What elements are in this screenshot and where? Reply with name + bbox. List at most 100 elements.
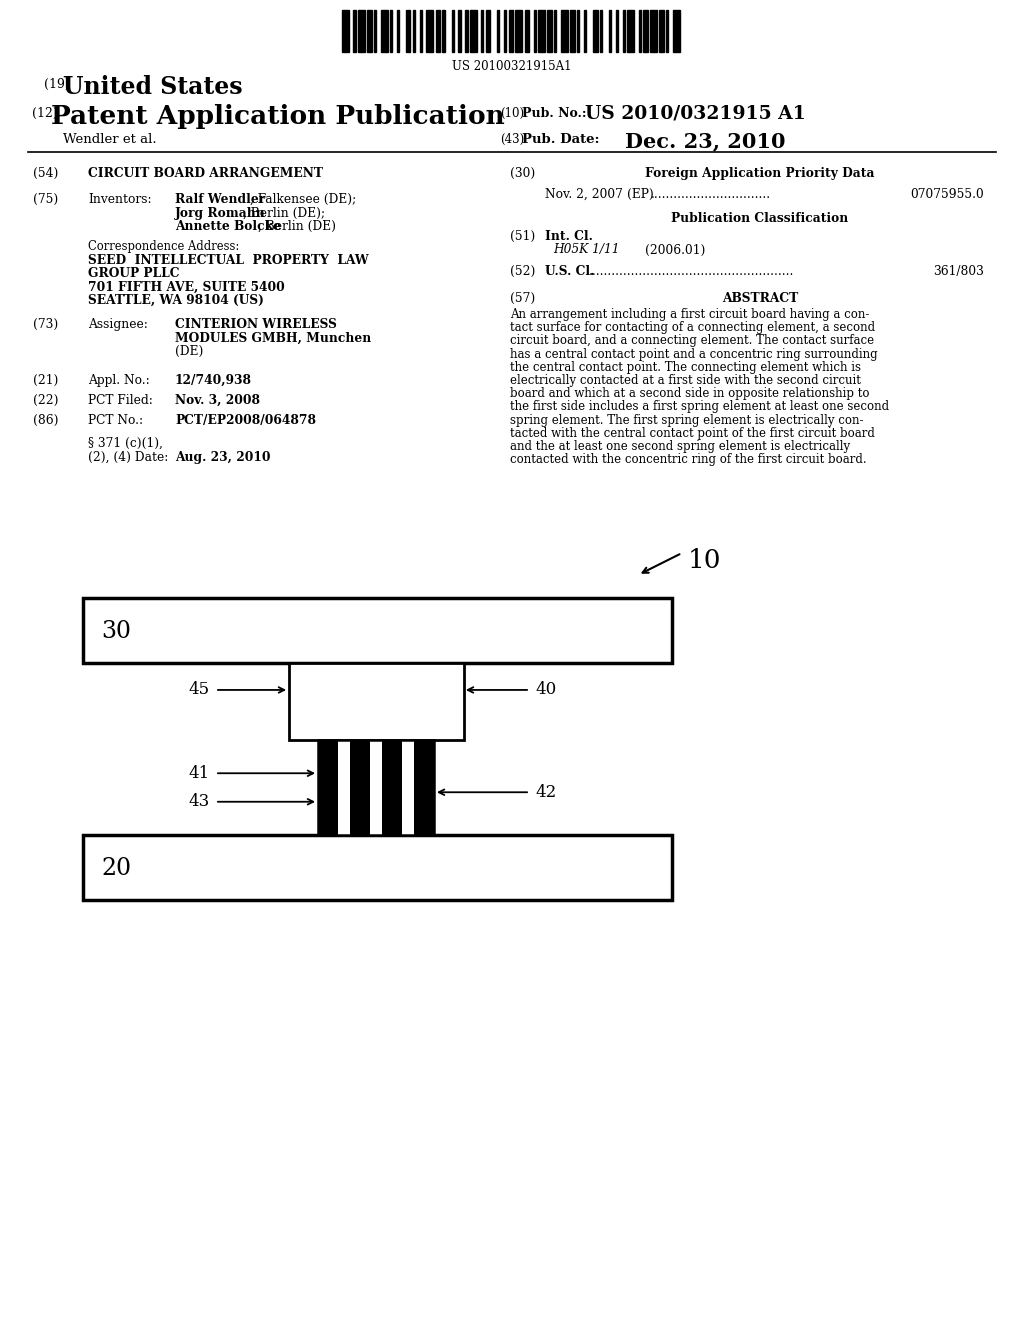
Text: has a central contact point and a concentric ring surrounding: has a central contact point and a concen… — [510, 347, 878, 360]
Text: the first side includes a first spring element at least one second: the first side includes a first spring e… — [510, 400, 889, 413]
Bar — [584, 11, 586, 51]
Bar — [639, 11, 641, 51]
Bar — [504, 11, 506, 51]
Bar — [578, 11, 580, 51]
Text: PCT No.:: PCT No.: — [88, 414, 143, 426]
Text: .....................................................: ........................................… — [589, 265, 795, 279]
Bar — [673, 11, 680, 51]
Bar — [659, 11, 664, 51]
Bar — [406, 11, 411, 51]
Text: Nov. 3, 2008: Nov. 3, 2008 — [175, 393, 260, 407]
Bar — [370, 741, 382, 836]
Bar — [609, 11, 611, 51]
Text: GROUP PLLC: GROUP PLLC — [88, 267, 179, 280]
Text: (2), (4) Date:: (2), (4) Date: — [88, 450, 168, 463]
Bar — [442, 11, 444, 51]
Bar — [615, 11, 618, 51]
Text: (57): (57) — [510, 292, 536, 305]
Text: 30: 30 — [101, 620, 131, 643]
Text: , Berlin (DE);: , Berlin (DE); — [243, 206, 326, 219]
Text: electrically contacted at a first side with the second circuit: electrically contacted at a first side w… — [510, 374, 861, 387]
Text: H05K 1/11: H05K 1/11 — [553, 243, 620, 256]
Text: Annette Bolcke: Annette Bolcke — [175, 220, 281, 234]
Text: Ralf Wendler: Ralf Wendler — [175, 193, 265, 206]
Text: board and which at a second side in opposite relationship to: board and which at a second side in oppo… — [510, 387, 869, 400]
Text: Dec. 23, 2010: Dec. 23, 2010 — [625, 131, 785, 150]
Text: PCT/EP2008/064878: PCT/EP2008/064878 — [175, 414, 316, 426]
Text: MODULES GMBH, Munchen: MODULES GMBH, Munchen — [175, 331, 372, 345]
Text: SEED  INTELLECTUAL  PROPERTY  LAW: SEED INTELLECTUAL PROPERTY LAW — [88, 253, 369, 267]
Text: (30): (30) — [510, 168, 536, 180]
Text: Wendler et al.: Wendler et al. — [63, 133, 157, 147]
Text: (75): (75) — [33, 193, 58, 206]
Text: CIRCUIT BOARD ARRANGEMENT: CIRCUIT BOARD ARRANGEMENT — [88, 168, 323, 180]
Bar — [452, 11, 454, 51]
Bar — [435, 11, 440, 51]
Bar — [539, 11, 545, 51]
Text: (12): (12) — [32, 107, 57, 120]
Text: (21): (21) — [33, 374, 58, 387]
Bar — [465, 11, 468, 51]
Text: SEATTLE, WA 98104 (US): SEATTLE, WA 98104 (US) — [88, 294, 264, 308]
Bar — [374, 11, 376, 51]
Text: Correspondence Address:: Correspondence Address: — [88, 240, 240, 253]
Text: Jorg Romahn: Jorg Romahn — [175, 206, 266, 219]
Bar — [318, 741, 338, 836]
Text: U.S. Cl.: U.S. Cl. — [545, 265, 594, 279]
Bar — [396, 11, 399, 51]
Text: , Falkensee (DE);: , Falkensee (DE); — [250, 193, 356, 206]
Text: Nov. 2, 2007: Nov. 2, 2007 — [545, 187, 623, 201]
Bar — [548, 11, 552, 51]
Text: ...............................: ............................... — [651, 187, 771, 201]
Text: 40: 40 — [535, 681, 556, 698]
Text: US 20100321915A1: US 20100321915A1 — [453, 59, 571, 73]
Text: (DE): (DE) — [175, 345, 204, 358]
Text: § 371 (c)(1),: § 371 (c)(1), — [88, 437, 163, 450]
Text: Pub. No.:: Pub. No.: — [522, 107, 587, 120]
Text: Inventors:: Inventors: — [88, 193, 152, 206]
Text: (EP): (EP) — [627, 187, 653, 201]
Bar — [515, 11, 522, 51]
Text: 41: 41 — [188, 764, 210, 781]
Bar — [420, 11, 422, 51]
Text: (51): (51) — [510, 230, 536, 243]
Text: Aug. 23, 2010: Aug. 23, 2010 — [175, 450, 270, 463]
Bar — [643, 11, 648, 51]
Bar — [353, 11, 355, 51]
Text: Assignee:: Assignee: — [88, 318, 147, 331]
Text: (43): (43) — [500, 133, 524, 147]
Text: circuit board, and a connecting element. The contact surface: circuit board, and a connecting element.… — [510, 334, 874, 347]
Text: and the at least one second spring element is electrically: and the at least one second spring eleme… — [510, 440, 850, 453]
Bar — [83, 598, 672, 663]
Text: Pub. Date:: Pub. Date: — [522, 133, 599, 147]
Text: Patent Application Publication: Patent Application Publication — [51, 104, 505, 129]
Bar — [570, 11, 574, 51]
Bar — [628, 11, 634, 51]
Text: 07075955.0: 07075955.0 — [910, 187, 984, 201]
Text: spring element. The first spring element is electrically con-: spring element. The first spring element… — [510, 413, 863, 426]
Text: 701 FIFTH AVE, SUITE 5400: 701 FIFTH AVE, SUITE 5400 — [88, 281, 285, 293]
Bar — [83, 836, 672, 900]
Bar — [561, 11, 568, 51]
Bar — [414, 741, 434, 836]
Text: (22): (22) — [33, 393, 58, 407]
Bar — [358, 11, 365, 51]
Bar — [593, 11, 598, 51]
Text: (10): (10) — [500, 107, 524, 120]
Text: 361/803: 361/803 — [933, 265, 984, 279]
Text: Foreign Application Priority Data: Foreign Application Priority Data — [645, 168, 874, 180]
Bar — [498, 11, 500, 51]
Text: 10: 10 — [688, 548, 722, 573]
Text: Int. Cl.: Int. Cl. — [545, 230, 593, 243]
Bar — [350, 741, 370, 836]
Text: CINTERION WIRELESS: CINTERION WIRELESS — [175, 318, 337, 331]
Text: , Berlin (DE): , Berlin (DE) — [258, 220, 336, 234]
Text: ABSTRACT: ABSTRACT — [722, 292, 798, 305]
Text: tact surface for contacting of a connecting element, a second: tact surface for contacting of a connect… — [510, 321, 876, 334]
Bar — [623, 11, 625, 51]
Bar — [485, 11, 490, 51]
Bar — [413, 11, 415, 51]
Bar — [554, 11, 556, 51]
Text: contacted with the concentric ring of the first circuit board.: contacted with the concentric ring of th… — [510, 453, 866, 466]
Bar — [481, 11, 483, 51]
